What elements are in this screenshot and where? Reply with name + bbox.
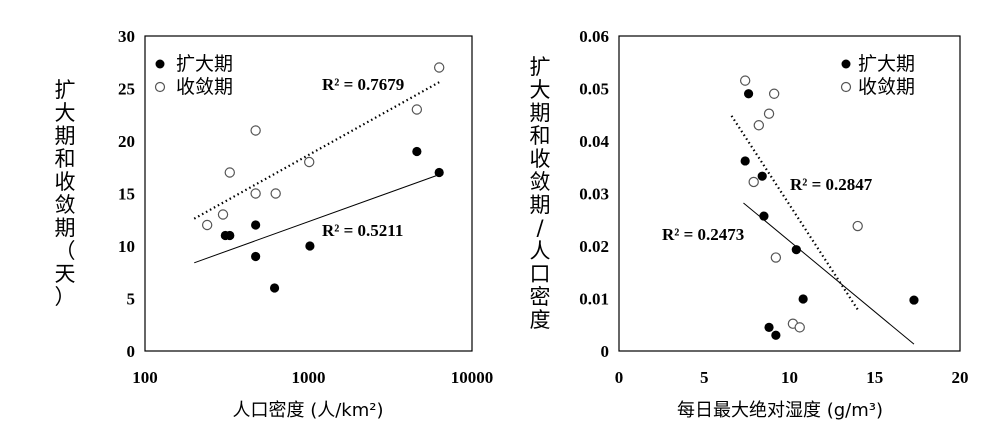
legend-label-expansion: 扩大期: [176, 53, 233, 75]
plot-frame: [618, 35, 961, 352]
legend-marker-convergence: [154, 81, 166, 93]
y-tick-label: 15: [118, 185, 135, 204]
tick-labels: 0 0.01 0.02 0.03 0.04 0.05 0.06 0 5 10 15 20: [579, 27, 968, 387]
data-point-convergence: [217, 209, 229, 220]
data-point-expansion: [743, 89, 754, 99]
y-tick-label: 5: [127, 290, 136, 309]
data-point-convergence: [768, 88, 780, 99]
y-tick-label: 0.01: [579, 290, 609, 309]
r2-label-convergence: R² = 0.2847: [790, 175, 873, 194]
data-point-expansion: [740, 156, 750, 166]
x-tick-label: 10: [781, 368, 798, 387]
data-point-expansion: [434, 167, 444, 178]
y-tick-label: 0.03: [579, 185, 609, 204]
data-point-expansion: [305, 241, 315, 251]
data-point-expansion: [759, 211, 769, 221]
x-axis-label: 人口密度 (人/km²): [232, 400, 383, 421]
x-tick-label: 15: [866, 368, 883, 387]
data-point-expansion: [764, 322, 774, 332]
plot-frame: [144, 35, 473, 352]
data-point-expansion: [757, 171, 767, 181]
trend-line-expansion: [743, 202, 915, 345]
tick-labels: 0 5 10 15 20 25 30 100 1000 10000: [118, 27, 493, 387]
data-point-convergence: [411, 104, 423, 115]
r2-label-expansion: R² = 0.2473: [662, 225, 744, 244]
data-point-convergence: [250, 188, 261, 199]
x-tick-label: 1000: [292, 368, 326, 387]
data-point-convergence: [739, 75, 751, 86]
y-tick-label: 0: [127, 342, 136, 361]
y-tick-label: 0: [601, 342, 610, 361]
x-tick-label: 10000: [451, 368, 494, 387]
x-tick-label: 100: [132, 368, 158, 387]
r2-label-convergence: R² = 0.7679: [322, 75, 404, 94]
data-points: [739, 75, 919, 340]
legend-label-expansion: 扩大期: [858, 53, 915, 75]
trend-line-convergence: [193, 81, 440, 220]
y-tick-label: 0.05: [579, 80, 609, 99]
data-point-convergence: [794, 322, 805, 333]
y-axis-label: 扩大期和收敛期（天）: [55, 78, 76, 309]
data-point-convergence: [270, 188, 281, 199]
legend-label-convergence: 收敛期: [858, 76, 915, 98]
trend-lines: [193, 81, 440, 264]
chart-absolute-humidity: 0 0.01 0.02 0.03 0.04 0.05 0.06 0 5 10 15 20 R² = 0…: [530, 27, 969, 421]
data-point-convergence: [224, 167, 235, 178]
x-tick-label: 20: [952, 368, 969, 387]
x-tick-label: 5: [700, 368, 709, 387]
y-tick-label: 25: [118, 80, 135, 99]
data-point-expansion: [798, 294, 808, 304]
data-point-convergence: [748, 176, 759, 188]
y-tick-label: 0.02: [579, 237, 609, 256]
legend-label-convergence: 收敛期: [176, 76, 233, 98]
data-points: [201, 62, 445, 293]
chart-population-density: 0 5 10 15 20 25 30 100 1000 10000 R² = 0.5211 R² …: [55, 27, 494, 421]
legend-marker-convergence: [840, 81, 852, 93]
trend-line-convergence: [730, 115, 859, 311]
data-point-expansion: [791, 245, 801, 255]
x-axis-label: 每日最大绝对湿度 (g/m³): [677, 400, 883, 421]
legend-marker-expansion: [155, 59, 165, 69]
y-tick-label: 0.06: [579, 27, 609, 46]
data-point-convergence: [753, 120, 765, 131]
y-tick-label: 0.04: [579, 132, 609, 151]
data-point-convergence: [433, 62, 445, 73]
data-point-expansion: [269, 283, 280, 293]
data-point-expansion: [225, 230, 235, 241]
legend-marker-expansion: [841, 59, 851, 69]
data-point-expansion: [412, 146, 422, 157]
y-axis-label: 扩大期和收敛期/人口密度: [530, 55, 551, 332]
data-point-expansion: [909, 295, 919, 305]
data-point-convergence: [250, 125, 261, 136]
trend-line-expansion: [194, 174, 440, 264]
data-point-expansion: [251, 220, 261, 230]
data-point-convergence: [763, 108, 775, 119]
data-point-expansion: [771, 330, 781, 340]
data-point-convergence: [304, 156, 315, 168]
data-point-convergence: [852, 220, 863, 232]
y-tick-label: 30: [118, 27, 135, 46]
data-point-expansion: [251, 251, 261, 262]
data-point-convergence: [770, 252, 782, 263]
data-point-convergence: [201, 219, 213, 231]
r2-label-expansion: R² = 0.5211: [322, 221, 403, 240]
x-tick-label: 0: [615, 368, 624, 387]
trend-lines: [730, 115, 915, 345]
y-tick-label: 10: [118, 237, 135, 256]
y-tick-label: 20: [118, 132, 135, 151]
